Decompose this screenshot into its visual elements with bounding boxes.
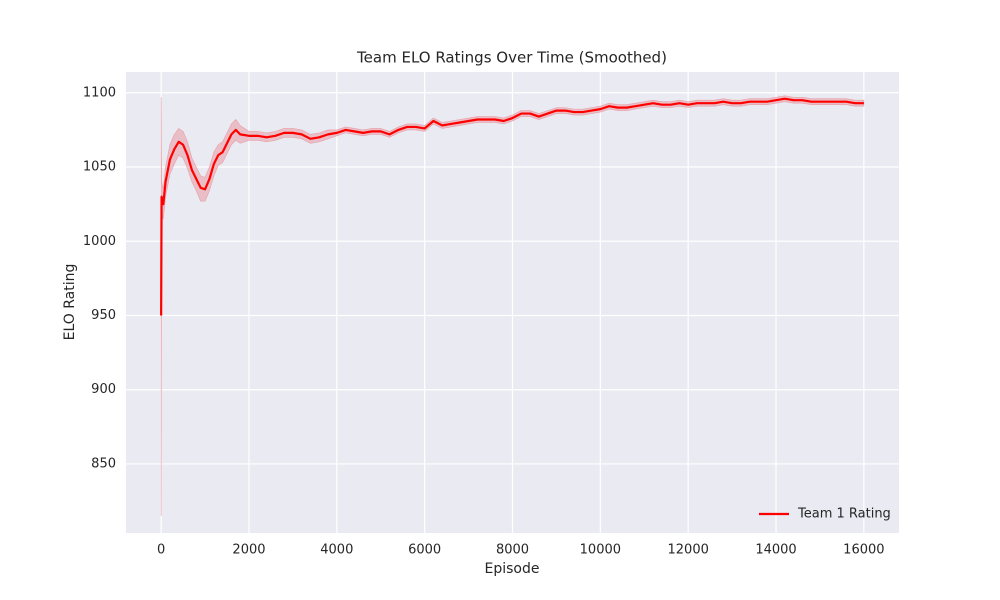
x-tick-label: 6000 [408, 543, 441, 558]
confidence-band [160, 95, 865, 516]
y-tick-label: 850 [91, 456, 116, 471]
x-tick-label: 10000 [580, 543, 621, 558]
x-tick-label: 2000 [232, 543, 265, 558]
x-tick-label: 16000 [843, 543, 884, 558]
x-tick-label: 4000 [320, 543, 353, 558]
x-axis-label: Episode [485, 561, 540, 577]
x-tick-label: 0 [157, 543, 165, 558]
chart-title: Team ELO Ratings Over Time (Smoothed) [356, 49, 667, 67]
x-tick-label: 12000 [668, 543, 709, 558]
x-tick-label: 8000 [496, 543, 529, 558]
y-tick-label: 950 [91, 308, 116, 323]
x-tick-label: 14000 [755, 543, 796, 558]
legend-label: Team 1 Rating [797, 507, 891, 522]
data-line [160, 97, 864, 316]
y-axis-label: ELO Rating [62, 264, 78, 341]
y-tick-label: 900 [91, 382, 116, 397]
y-tick-label: 1100 [83, 85, 116, 100]
y-tick-label: 1000 [83, 234, 116, 249]
y-tick-label: 1050 [83, 160, 116, 175]
